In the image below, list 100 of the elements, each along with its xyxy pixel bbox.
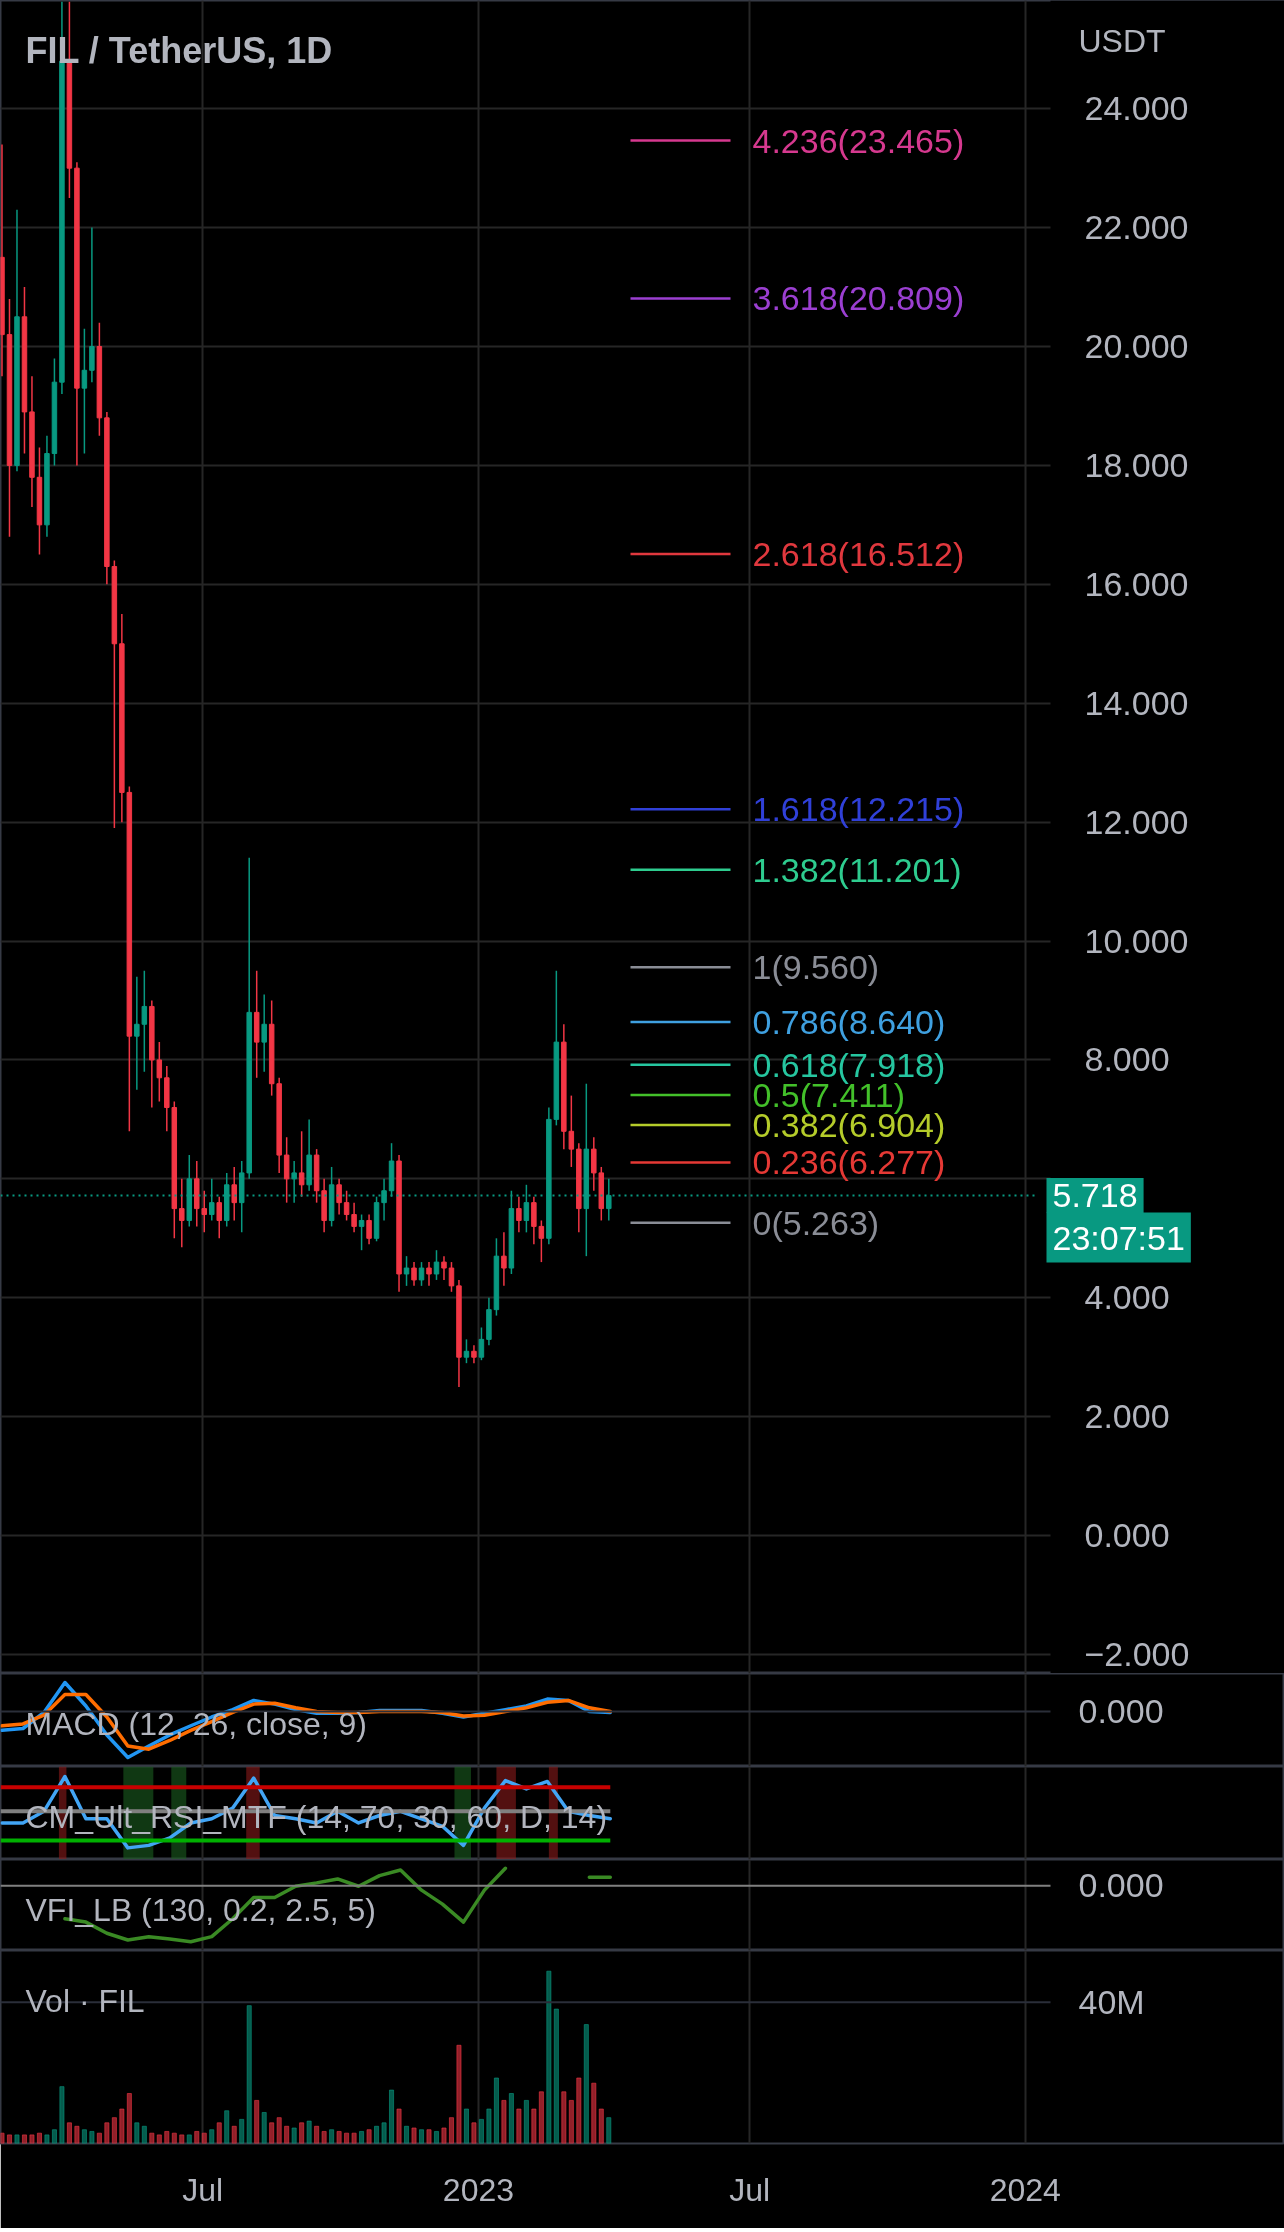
y-tick-label: 12.000 [1084,802,1189,841]
bar [351,2132,357,2144]
bar [523,2099,529,2144]
candlestick [403,1255,410,1287]
bar [291,2127,297,2144]
bar [591,2082,597,2144]
bar [381,2122,387,2144]
bar [104,2122,110,2144]
x-tick-label: Jul [182,2171,224,2208]
bar [388,2089,395,2144]
candlestick [591,1136,597,1192]
candlestick [433,1249,440,1281]
bar [6,2134,13,2144]
candlestick [463,1338,470,1364]
candlestick [441,1255,447,1281]
bar [119,2108,125,2144]
bar [21,2134,28,2144]
bar [486,2108,492,2144]
y-tick-label: 24.000 [1084,89,1189,128]
bar [276,2117,282,2144]
bar [201,2132,207,2144]
bar [66,2122,72,2144]
ref-line-label: 5.718 [1052,1176,1138,1215]
bar [51,2129,57,2144]
bar [149,2132,155,2144]
bar [231,2125,237,2144]
bar [471,2122,477,2144]
bar [141,2125,147,2144]
bar [36,2132,43,2144]
candlestick [216,1195,222,1240]
bar [246,2005,252,2144]
bar [269,2122,275,2144]
bar [239,2118,245,2144]
x-tick-label: 2023 [442,2171,515,2208]
bar [411,2127,417,2144]
bar [0,2132,5,2144]
annotation: 23:07:51 [1052,1218,1185,1257]
bar [583,2024,589,2144]
candlestick [366,1213,372,1245]
bar [134,2122,140,2144]
bar [29,2134,35,2144]
bar [478,2118,484,2144]
bar [374,2125,380,2144]
ref-line-label: 0.236(6.277) [752,1143,946,1182]
bar [531,2108,537,2144]
bar [329,2129,335,2144]
bar [14,2134,20,2144]
bar [561,2091,567,2144]
bar [359,2130,365,2144]
bar [606,2117,612,2144]
y-tick-label: 2.000 [1084,1397,1170,1436]
bar [209,2129,215,2144]
bar [89,2130,95,2144]
bar [284,2125,290,2144]
y-tick-label: 0.000 [1084,1516,1170,1555]
bar [456,2044,462,2144]
candlestick [336,1178,342,1216]
y-tick-label: −2.000 [1084,1634,1190,1673]
bar [216,2122,222,2144]
bar [576,2077,582,2144]
ref-line-label: 1.382(11.201) [752,850,962,889]
candlestick [351,1201,357,1234]
bar [126,2093,132,2144]
y-tick-label: 4.000 [1084,1278,1170,1317]
y-tick-label: 20.000 [1084,327,1189,366]
candlestick [478,1326,485,1361]
bar [553,2008,559,2144]
bar [516,2108,522,2144]
bar [463,2108,470,2144]
candlestick [261,993,267,1073]
chart-title: Vol · FIL [25,1982,145,2019]
candlestick [343,1189,350,1222]
bar [568,2099,574,2144]
bar [441,2127,447,2144]
bar [336,2130,342,2144]
bar [396,2108,402,2144]
ref-line-label: 0.786(8.640) [752,1002,946,1041]
candlestick [179,1178,185,1248]
bar [418,2129,425,2144]
bar [261,2111,267,2144]
bar [306,2120,312,2144]
bar [538,2091,544,2144]
y-tick-label: 18.000 [1084,445,1189,484]
bar [254,2099,260,2144]
bar [546,1970,552,2144]
y-tick-label: 16.000 [1084,564,1189,603]
candlestick [411,1261,417,1287]
candlestick [298,1130,305,1198]
bar [598,2108,604,2144]
x-tick-label: Jul [729,2171,771,2208]
bar [179,2134,185,2144]
y-tick-label: 22.000 [1084,208,1189,247]
bar [493,2077,499,2144]
candlestick [448,1261,455,1293]
bar [366,2129,372,2144]
ref-line-label: 40M [1078,1983,1145,2022]
bar [194,2130,200,2144]
bar [501,2099,507,2144]
candlestick [89,226,95,383]
bar [224,2110,230,2144]
